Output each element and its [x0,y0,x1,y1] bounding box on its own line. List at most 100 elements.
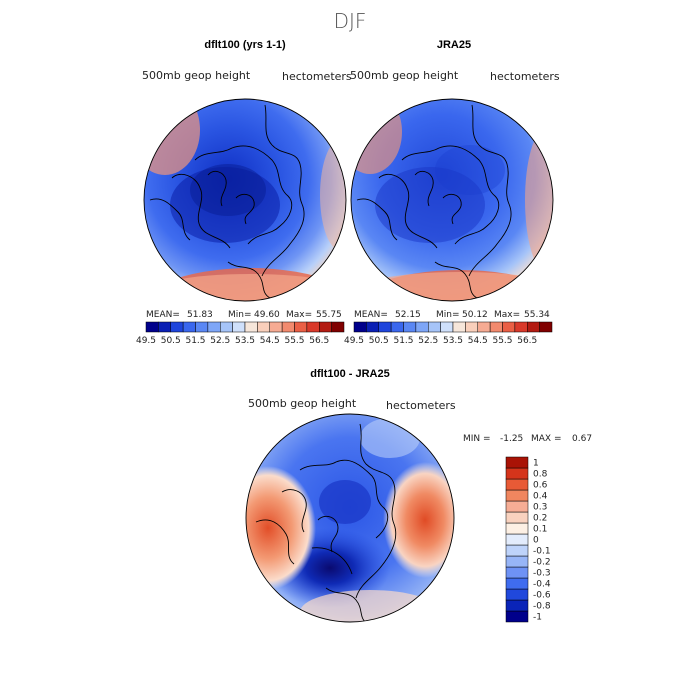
panel-left-colorbar-tick-1: 50.5 [161,336,181,346]
panel-difference-map [246,414,454,622]
panel-right-title: JRA25 [437,39,471,51]
panel-right-colorbar-swatch-11 [489,321,503,333]
panel-difference-colorbar-tick-11: 0.4 [533,492,548,502]
panel-difference-title: dflt100 - JRA25 [310,368,389,380]
panel-right-colorbar-swatch-7 [440,321,454,333]
panel-right-colorbar-tick-1: 50.5 [369,336,389,346]
panel-difference-colorbar-swatch-10 [505,500,529,513]
panel-right-colorbar-tick-0: 49.5 [344,336,364,346]
panel-left-colorbar-swatch-6 [220,321,233,333]
panel-right-colorbar-tick-6: 55.5 [492,336,512,346]
panel-difference-colorbar-swatch-8 [505,522,529,535]
panel-right-colorbar-swatch-8 [452,321,466,333]
panel-difference-colorbar-tick-10: 0.3 [533,503,547,513]
panel-right-colorbar-swatch-12 [502,321,516,333]
panel-difference-min-label: MIN = [463,434,491,444]
panel-difference-colorbar-swatch-4 [505,566,529,579]
panel-difference-colorbar-tick-3: -0.4 [533,580,551,590]
panel-left-colorbar-swatch-14 [319,321,332,333]
panel-difference: dflt100 - JRA25 500mb geop height hectom… [245,368,592,623]
svg-text:MEAN=: MEAN= [146,310,180,320]
panel-left-colorbar-swatch-8 [244,321,258,333]
panel-difference-max-label: MAX = [531,434,562,444]
panel-right-min-value: 50.12 [462,310,488,320]
panel-left-title: dflt100 (yrs 1-1) [204,39,286,51]
panel-right-colorbar-swatch-5 [415,321,429,333]
panel-left-colorbar-swatch-1 [158,321,171,333]
panel-difference-colorbar-tick-12: 0.6 [533,481,548,491]
panel-right-colorbar-tick-3: 52.5 [418,336,438,346]
panel-left-min-value: 49.60 [254,310,280,320]
panel-difference-colorbar-swatch-6 [505,544,529,557]
panel-difference-colorbar-swatch-9 [505,511,529,524]
panel-left-colorbar-swatch-7 [232,321,246,333]
panel-difference-colorbar-tick-4: -0.3 [533,569,551,579]
panel-right-colorbar-swatch-15 [539,321,553,333]
panel-right-colorbar-swatch-3 [390,321,404,333]
panel-difference-colorbar-tick-1: -0.8 [533,602,551,612]
panel-right-colorbar-swatch-9 [465,321,478,333]
panel-left-colorbar-swatch-10 [269,321,283,333]
panel-left-mean-value: 51.83 [187,310,213,320]
panel-right-colorbar-tick-4: 53.5 [443,336,463,346]
panel-right-mean-value: 52.15 [395,310,421,320]
panel-left-colorbar-tick-3: 52.5 [210,336,230,346]
panel-left-colorbar-tick-6: 55.5 [284,336,304,346]
panel-left-colorbar-tick-7: 56.5 [309,336,329,346]
panel-difference-colorbar-tick-6: -0.1 [533,547,551,557]
panel-difference-min-value: -1.25 [500,434,523,444]
panel-left-colorbar-swatch-11 [281,321,295,333]
panel-right-mean-label: MEAN= [354,310,388,320]
panel-difference-colorbar-tick-8: 0.1 [533,525,547,535]
panel-left: dflt100 (yrs 1-1) 500mb geop height hect… [136,39,352,346]
panel-difference-colorbar-swatch-11 [505,489,529,502]
panel-right-colorbar-swatch-2 [378,321,392,333]
panel-left-colorbar-swatch-2 [170,321,184,333]
panel-difference-field-label: 500mb geop height [248,397,357,410]
panel-difference-colorbar-swatch-12 [505,478,529,491]
panel-left-colorbar-swatch-0 [145,321,159,333]
panel-right-max-value: 55.34 [524,310,550,320]
panel-difference-colorbar-tick-14: 1 [533,459,539,469]
panel-right-colorbar-tick-7: 56.5 [517,336,537,346]
panel-left-colorbar-swatch-15 [331,321,345,333]
panel-left-units: hectometers [282,70,352,83]
panel-left-colorbar [145,321,345,333]
panel-left-colorbar-swatch-12 [294,321,308,333]
panel-difference-colorbar-tick-7: 0 [533,536,539,546]
panel-left-min-label: Min= [228,310,252,320]
panel-right-colorbar-swatch-14 [527,321,540,333]
panel-right-min-label: Min= [436,310,460,320]
panel-right-map-border [350,98,554,302]
panel-right-max-label: Max= [494,310,520,320]
panel-difference-colorbar-swatch-7 [505,533,529,546]
panel-right-field-label: 500mb geop height [350,69,459,82]
panel-difference-colorbar-ticks: -1-0.8-0.6-0.4-0.3-0.2-0.100.10.20.30.40… [533,459,551,623]
panel-left-colorbar-ticks: 49.5 50.5 51.5 52.5 53.5 54.5 55.5 56.5 [136,336,329,346]
panel-difference-colorbar-swatch-13 [505,467,529,480]
panel-left-colorbar-tick-0: 49.5 [136,336,156,346]
panel-left-colorbar-swatch-3 [182,321,196,333]
panel-left-max-label: Max= [286,310,312,320]
panel-difference-colorbar-tick-5: -0.2 [533,558,551,568]
panel-right-colorbar-swatch-13 [514,321,528,333]
panel-difference-units: hectometers [386,399,456,412]
panel-right-colorbar-swatch-6 [428,321,441,333]
panel-right-colorbar-swatch-1 [366,321,379,333]
panel-difference-colorbar-swatch-2 [505,588,529,601]
panel-left-field-label: 500mb geop height [142,69,251,82]
panel-difference-colorbar [505,456,529,623]
panel-difference-colorbar-swatch-5 [505,555,529,568]
panel-difference-colorbar-swatch-0 [505,610,529,623]
panel-left-colorbar-tick-2: 51.5 [185,336,205,346]
panel-left-max-value: 55.75 [316,310,342,320]
figure-title: DJF [334,9,367,33]
panel-left-colorbar-tick-4: 53.5 [235,336,255,346]
panel-right-colorbar-tick-2: 51.5 [393,336,413,346]
panel-difference-colorbar-tick-13: 0.8 [533,470,548,480]
panel-right-colorbar-tick-5: 54.5 [468,336,488,346]
panel-difference-colorbar-tick-2: -0.6 [533,591,551,601]
panel-right-colorbar-ticks: 49.5 50.5 51.5 52.5 53.5 54.5 55.5 56.5 [344,336,537,346]
panel-right-colorbar-swatch-4 [403,321,417,333]
